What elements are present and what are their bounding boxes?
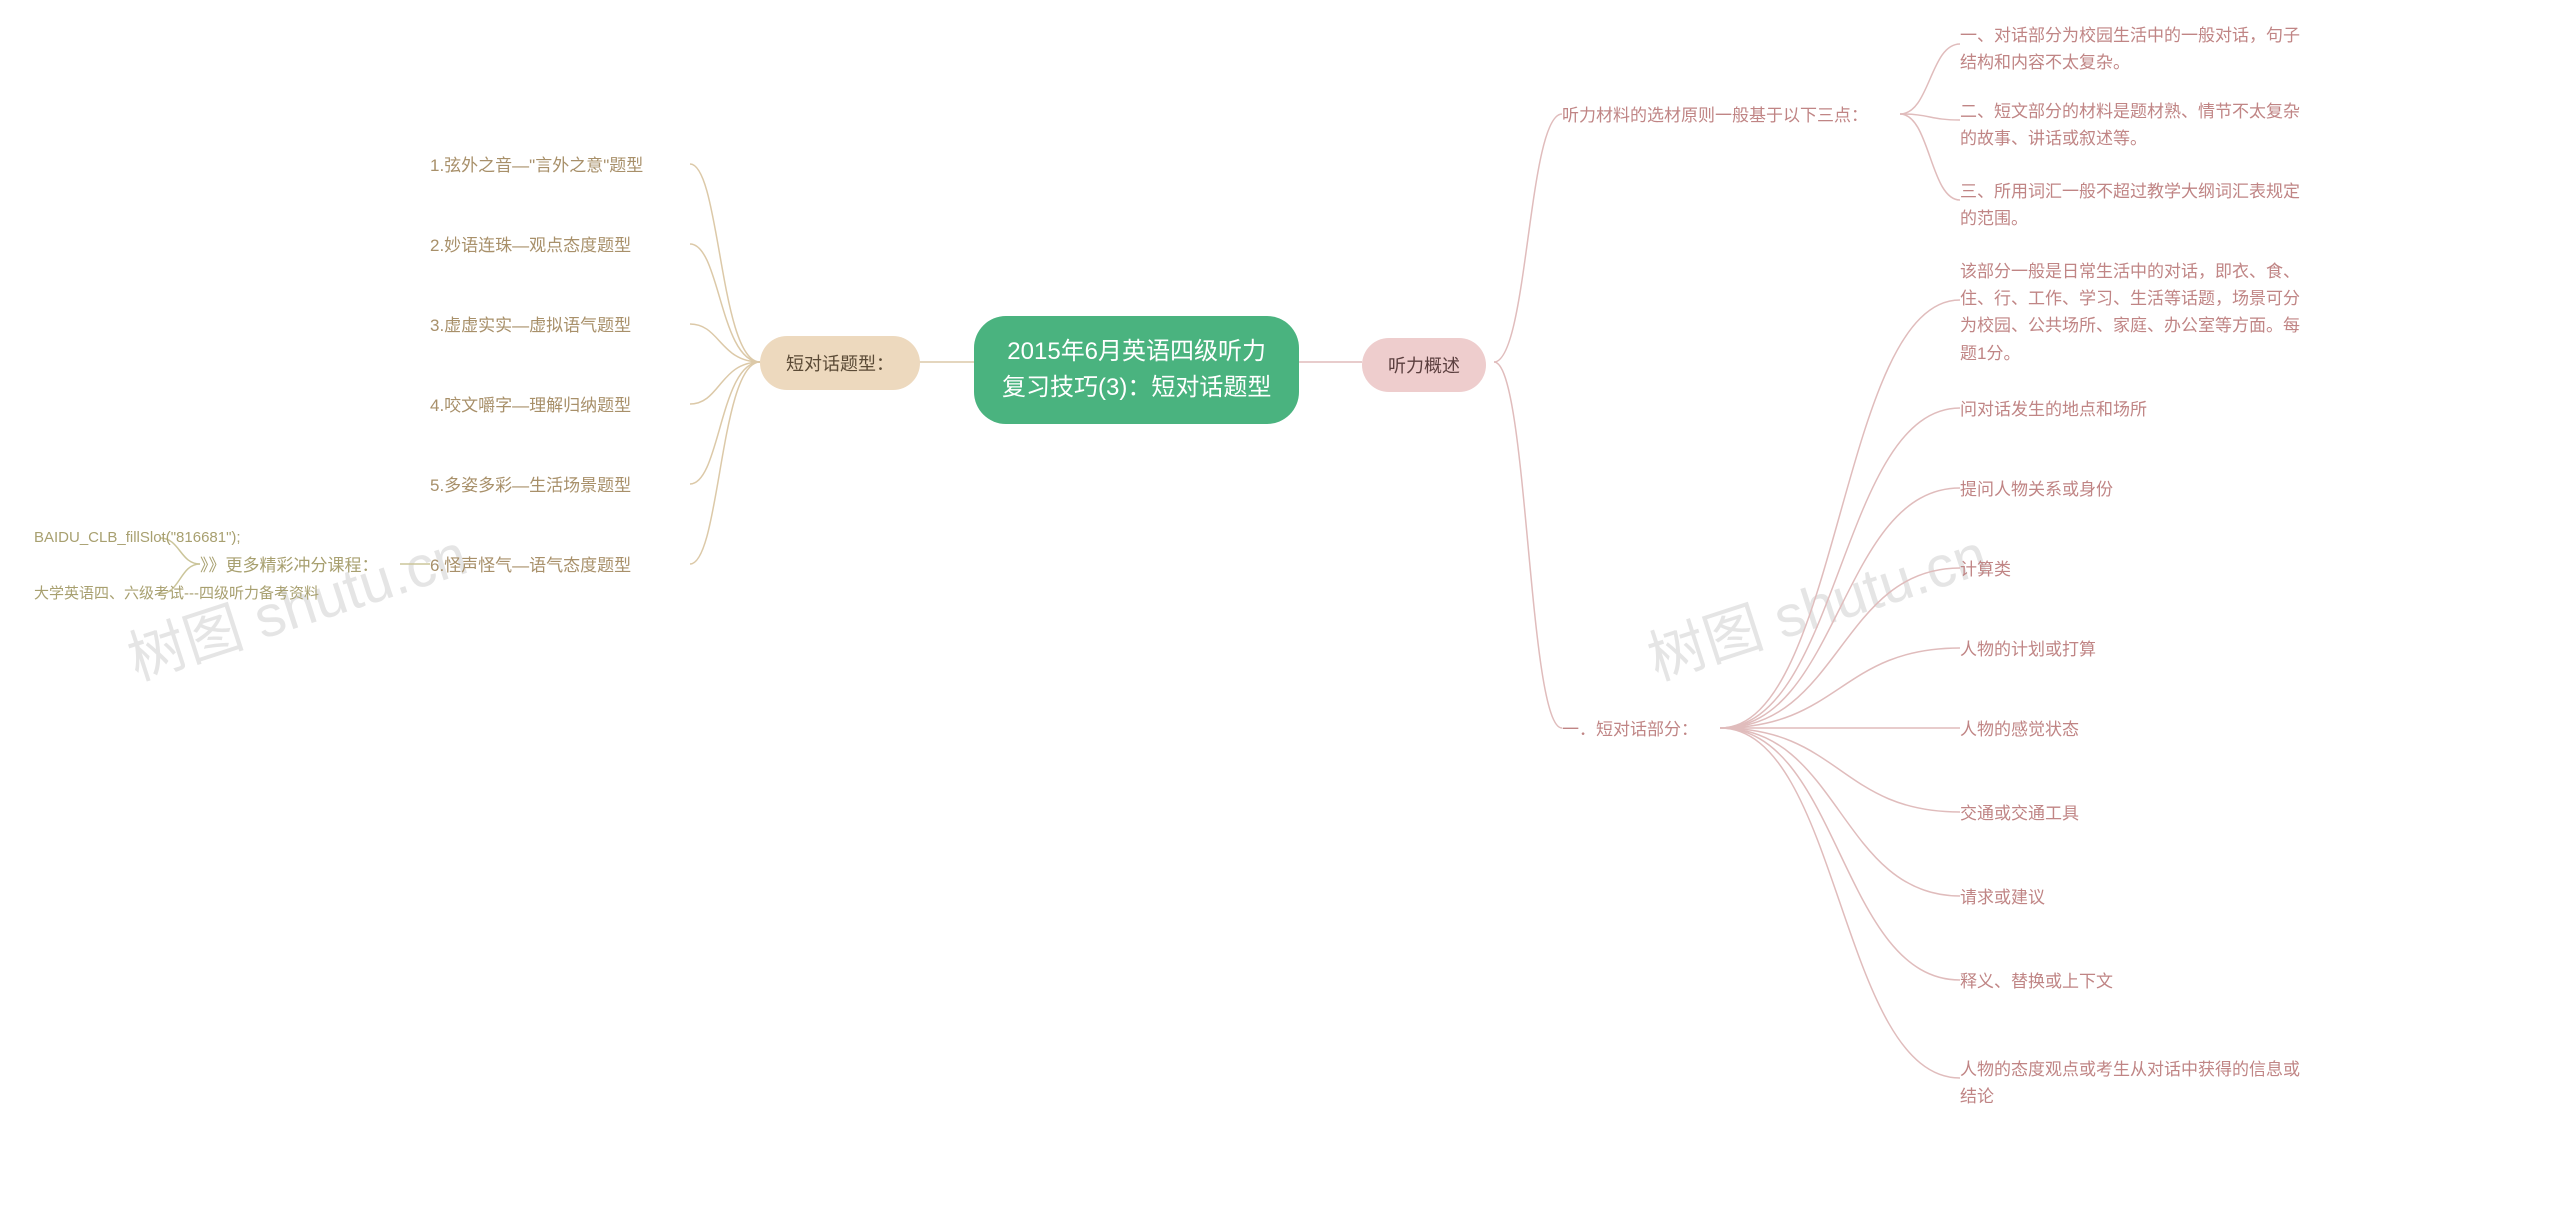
branch-question-types[interactable]: 短对话题型：	[760, 336, 920, 390]
dialog-leaf-6: 交通或交通工具	[1960, 800, 2079, 827]
watermark-2: 树图 shutu.cn	[1636, 508, 1996, 696]
dialog-leaf-1: 问对话发生的地点和场所	[1960, 396, 2147, 423]
dialog-leaf-9: 人物的态度观点或考生从对话中获得的信息或结论	[1960, 1056, 2300, 1110]
baidu-slot: BAIDU_CLB_fillSlot("816681");	[34, 526, 241, 550]
center-title-line2: 复习技巧(3)：短对话题型	[1002, 370, 1271, 406]
dialog-leaf-4: 人物的计划或打算	[1960, 636, 2096, 663]
qtype-1: 1.弦外之音—"言外之意"题型	[430, 152, 643, 179]
branch-listening-overview[interactable]: 听力概述	[1362, 338, 1486, 392]
sub-material-principles[interactable]: 听力材料的选材原则一般基于以下三点：	[1562, 102, 1868, 129]
sub-short-dialog[interactable]: 一．短对话部分：	[1562, 716, 1698, 743]
dialog-leaf-5: 人物的感觉状态	[1960, 716, 2079, 743]
more-courses[interactable]: 》》更多精彩冲分课程：	[200, 552, 379, 579]
principle-2: 二、短文部分的材料是题材熟、情节不太复杂的故事、讲话或叙述等。	[1960, 98, 2300, 152]
dialog-leaf-2: 提问人物关系或身份	[1960, 476, 2113, 503]
dialog-leaf-0: 该部分一般是日常生活中的对话，即衣、食、住、行、工作、学习、生活等话题，场景可分…	[1960, 258, 2300, 367]
qtype-3: 3.虚虚实实—虚拟语气题型	[430, 312, 631, 339]
principle-3: 三、所用词汇一般不超过教学大纲词汇表规定的范围。	[1960, 178, 2300, 232]
cet-materials: 大学英语四、六级考试---四级听力备考资料	[34, 582, 319, 606]
dialog-leaf-8: 释义、替换或上下文	[1960, 968, 2113, 995]
qtype-6: 6.怪声怪气—语气态度题型	[430, 552, 631, 579]
qtype-2: 2.妙语连珠—观点态度题型	[430, 232, 631, 259]
dialog-leaf-3: 计算类	[1960, 556, 2011, 583]
center-title-line1: 2015年6月英语四级听力	[1002, 334, 1271, 370]
principle-1: 一、对话部分为校园生活中的一般对话，句子结构和内容不太复杂。	[1960, 22, 2300, 76]
qtype-4: 4.咬文嚼字—理解归纳题型	[430, 392, 631, 419]
qtype-5: 5.多姿多彩—生活场景题型	[430, 472, 631, 499]
center-node[interactable]: 2015年6月英语四级听力 复习技巧(3)：短对话题型	[974, 316, 1299, 424]
dialog-leaf-7: 请求或建议	[1960, 884, 2045, 911]
